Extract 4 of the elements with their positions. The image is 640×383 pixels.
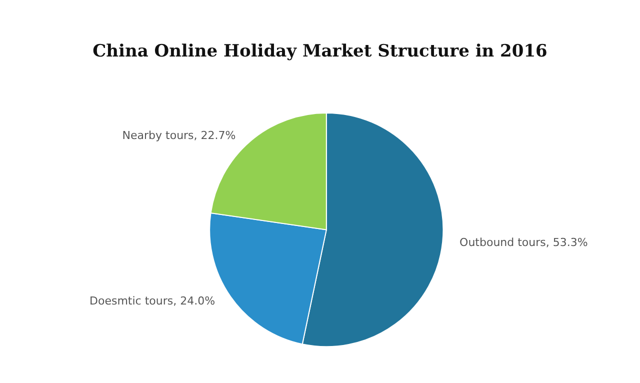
slice-label: Nearby tours, 22.7% bbox=[122, 128, 236, 142]
slice-label: Doesmtic tours, 24.0% bbox=[90, 294, 216, 308]
slice-label: Outbound tours, 53.3% bbox=[460, 236, 588, 250]
chart-title: China Online Holiday Market Structure in 2016 bbox=[92, 42, 548, 62]
